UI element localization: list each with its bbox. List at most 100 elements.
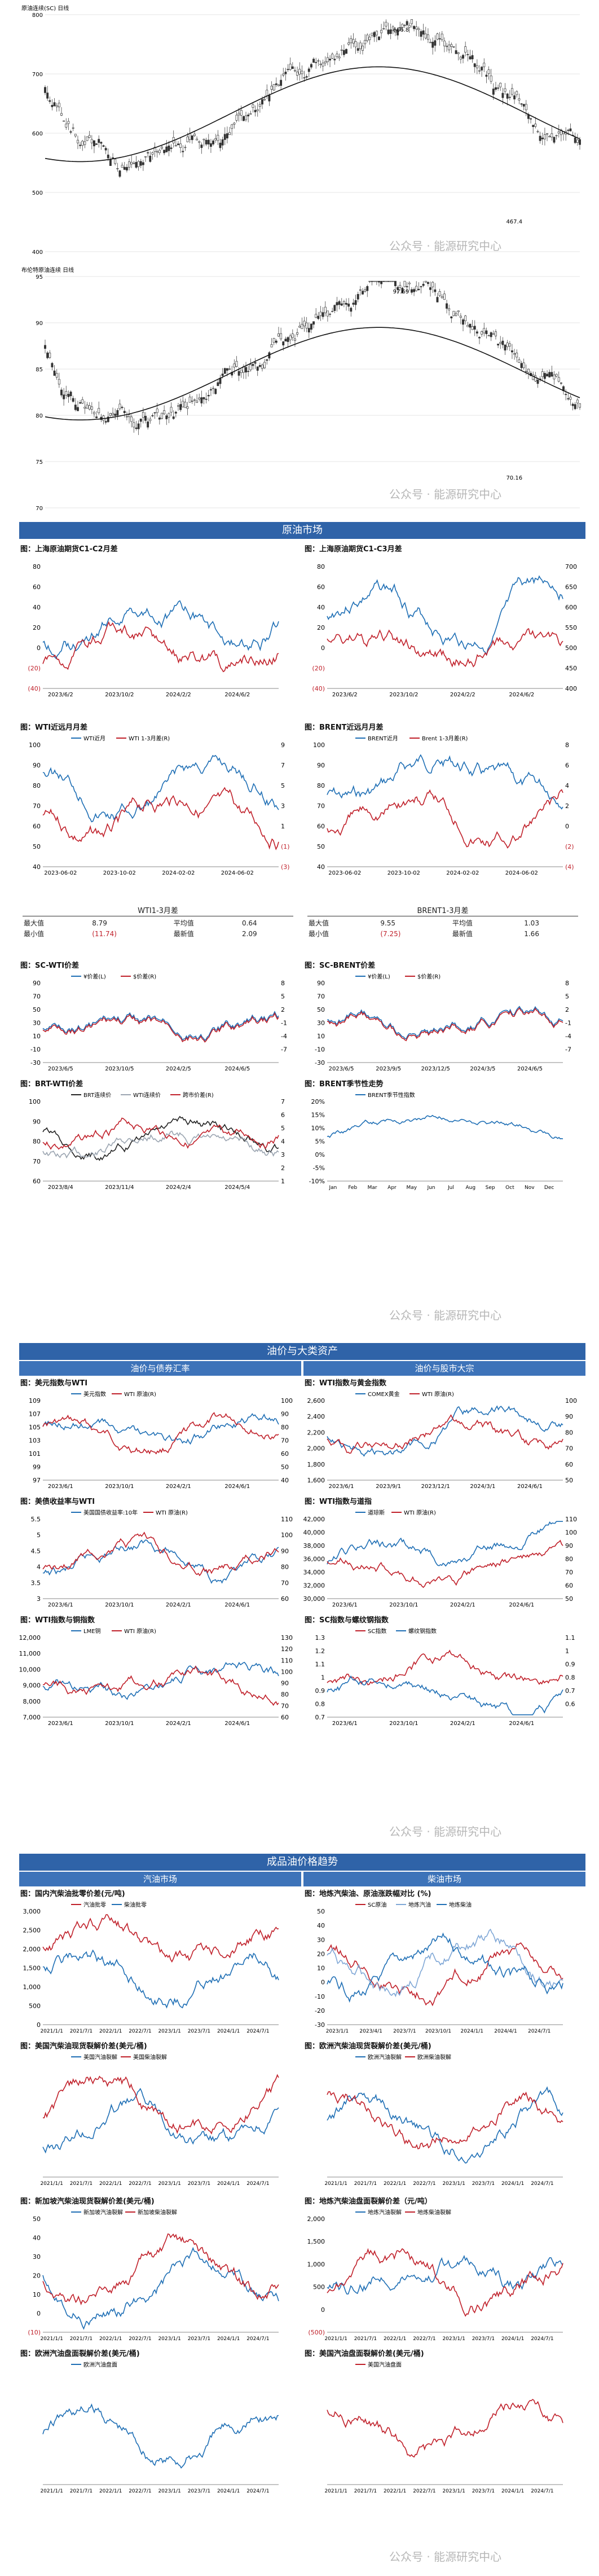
candle-body xyxy=(475,65,478,68)
candle-body xyxy=(331,54,334,59)
chart-svg: BRT连续价 WTI连续价 跨市价差(R) 100 90 80 70 60 7 6 5 4 3 2 1 202… xyxy=(29,1091,285,1191)
y2-tick-label: 700 xyxy=(565,563,577,571)
y-tick-label: 11,000 xyxy=(19,1650,41,1657)
candle-body xyxy=(77,407,79,411)
candle-body xyxy=(67,121,70,124)
candle-body xyxy=(90,139,93,143)
candle-body xyxy=(483,63,486,67)
y-tick-label: 10 xyxy=(317,1965,325,1972)
candle-body xyxy=(133,163,135,164)
candle-body xyxy=(123,411,126,414)
candle-body xyxy=(513,95,516,100)
candle-body xyxy=(46,352,49,358)
y2-tick-label: 90 xyxy=(281,1680,289,1687)
x-tick-label: 2023/9/1 xyxy=(376,1484,401,1490)
y-tick-label: (20) xyxy=(312,665,325,672)
candle-body xyxy=(359,289,362,291)
x-tick-label: 2021/7/1 xyxy=(354,2489,377,2494)
candle-body xyxy=(312,59,315,63)
candle-body xyxy=(298,69,301,74)
candle-body xyxy=(153,412,156,414)
x-tick-label: 2024-02-02 xyxy=(162,870,195,876)
candle-body xyxy=(86,405,89,409)
y2-tick-label: 110 xyxy=(565,1516,577,1523)
candle-body xyxy=(557,377,560,382)
candle-body xyxy=(394,280,397,287)
series-line-1 xyxy=(327,1007,563,1042)
x-tick-label: 2023/6/2 xyxy=(332,692,358,698)
candle-body xyxy=(354,41,357,47)
candle-body xyxy=(499,82,502,87)
x-tick-label: 2022/1/1 xyxy=(99,2029,122,2034)
series-line-1 xyxy=(42,1531,279,1577)
y2-tick-label: 120 xyxy=(281,1645,293,1653)
candle-body xyxy=(310,323,312,330)
candle-body xyxy=(49,353,51,358)
candle-body xyxy=(408,283,411,284)
series-line-0 xyxy=(327,754,563,810)
x-tick-label: 2024/2/5 xyxy=(166,1066,191,1072)
candle-body xyxy=(83,141,86,145)
y-tick-label: (40) xyxy=(312,685,325,692)
series-line-0 xyxy=(42,1116,279,1161)
series-line-0 xyxy=(42,2246,279,2330)
candle-body xyxy=(420,31,422,37)
x-tick-label: 2024/2/4 xyxy=(166,1184,191,1191)
series-line-1 xyxy=(327,1928,563,1998)
moving-average-line xyxy=(45,66,580,163)
y-tick-label: 30 xyxy=(33,1020,41,1027)
y-tick-label: 3.5 xyxy=(31,1579,41,1587)
candle-body xyxy=(366,34,369,41)
candle-body xyxy=(508,96,511,98)
candle-body xyxy=(270,344,273,348)
candle-body xyxy=(574,137,576,143)
candle-body xyxy=(373,32,376,37)
chart-svg: BRENT近月 Brent 1-3月差(R) 100 90 80 70 60 50 40 8 6 4 2… xyxy=(313,735,574,876)
series-line-0 xyxy=(42,754,279,823)
y-tick-label: 107 xyxy=(29,1411,41,1418)
series-line-0 xyxy=(42,1011,279,1041)
candle-body xyxy=(466,325,469,327)
y-tick-label: 30 xyxy=(317,1936,325,1943)
y-tick-label: -5% xyxy=(313,1165,325,1172)
y2-tick-label: 90 xyxy=(281,1547,289,1555)
y-tick-label: 38,000 xyxy=(303,1542,325,1550)
legend-label: 地炼柴油裂解 xyxy=(417,2209,451,2216)
y-tick-label: 80 xyxy=(317,782,325,789)
candle-body xyxy=(296,332,299,335)
chart-title: 图：SC-BRENT价差 xyxy=(305,962,376,970)
x-tick-label: 2022/1/1 xyxy=(99,2336,122,2342)
watermark: 公众号 · 能源研究中心 xyxy=(389,1309,502,1322)
candle-body xyxy=(415,27,418,29)
x-tick-label: 2023/1/1 xyxy=(442,2181,465,2187)
candle-body xyxy=(487,69,490,74)
x-tick-label: Jan xyxy=(329,1185,337,1191)
candle-body xyxy=(149,419,152,422)
candle-body xyxy=(527,115,530,119)
x-tick-label: 2024/7/1 xyxy=(528,2029,550,2034)
candle-body xyxy=(408,25,411,28)
chart-title: 图：SC指数与螺纹钢指数 xyxy=(305,1616,389,1625)
candle-body xyxy=(438,38,441,40)
x-tick-label: 2023/1/1 xyxy=(158,2181,180,2187)
candle-body xyxy=(387,29,390,34)
x-tick-label: 2023/8/4 xyxy=(48,1184,73,1191)
chart-c19: 图：新加坡汽柴油现货裂解价差(美元/桶) 新加坡汽油裂解 新加坡柴油裂解 50 40 30… xyxy=(19,2195,301,2345)
y2-tick-label: -1 xyxy=(565,1020,571,1027)
y2-tick-label: 40 xyxy=(281,1477,289,1484)
chart-c2: 图：上海原油期货C1-C3月差 80 60 40 20 0 (20) (40) 700 650 60… xyxy=(303,543,585,701)
candle-body xyxy=(501,93,504,98)
y-tick-label: 50 xyxy=(33,2215,41,2223)
legend-label: 汽油批零 xyxy=(83,1901,106,1908)
x-tick-label: 2023/7/1 xyxy=(188,2029,210,2034)
x-tick-label: 2023/7/1 xyxy=(188,2181,210,2187)
y2-tick-label: 60 xyxy=(281,1714,289,1721)
x-tick-label: 2024/2/1 xyxy=(166,1602,191,1608)
candle-body xyxy=(46,93,49,99)
y-tick-label: 30,000 xyxy=(303,1595,325,1603)
candle-body xyxy=(541,137,544,139)
subbar-gasoline: 汽油市场 xyxy=(19,1872,301,1886)
x-tick-label: 2023-06-02 xyxy=(328,870,361,876)
x-tick-label: 2021/7/1 xyxy=(70,2181,93,2187)
candle-body xyxy=(485,330,488,335)
